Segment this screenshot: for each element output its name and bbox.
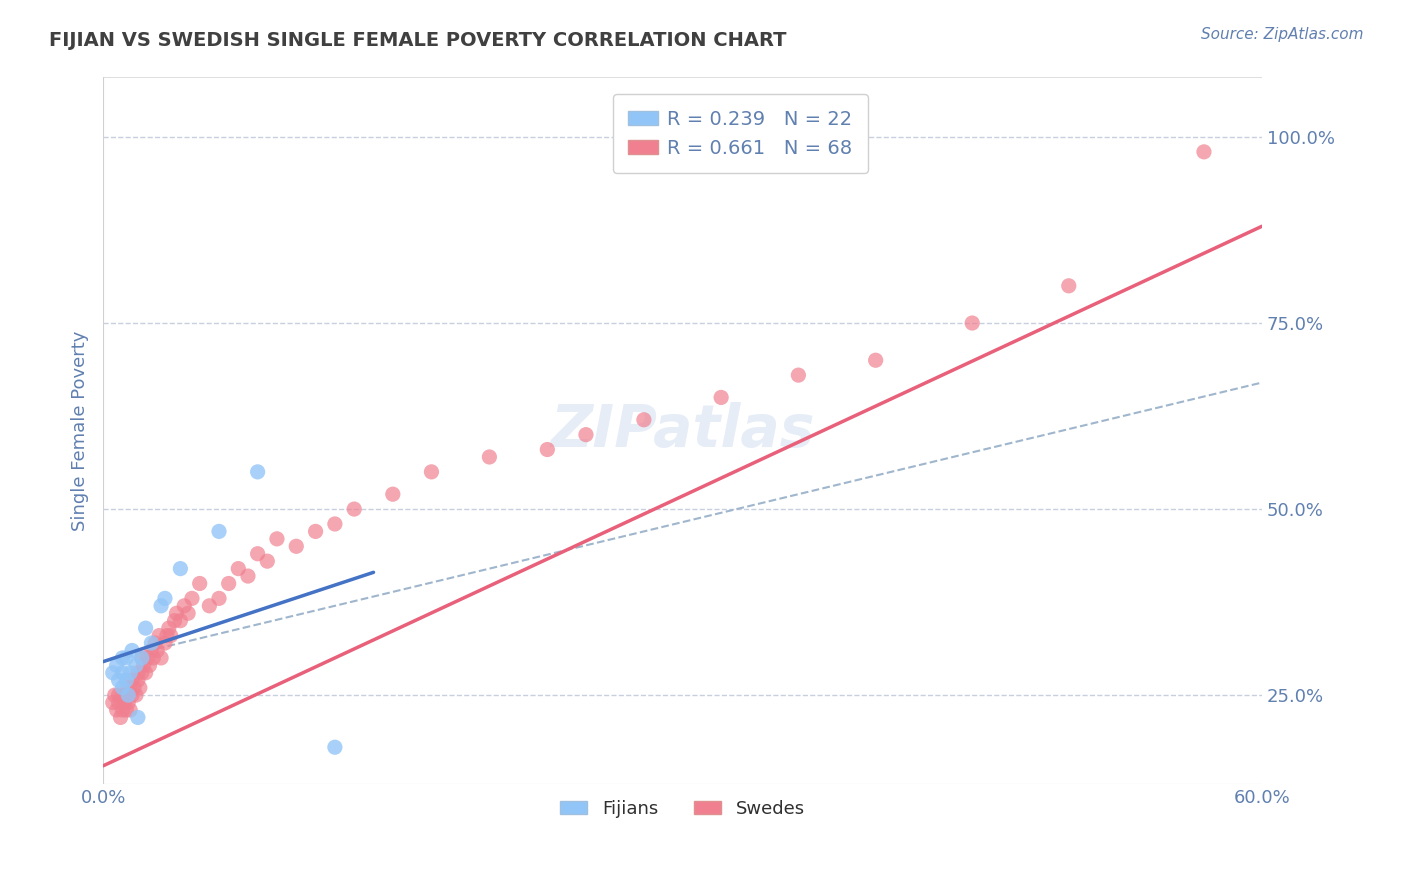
Point bbox=[107, 688, 129, 702]
Point bbox=[150, 651, 173, 665]
Point bbox=[208, 591, 231, 606]
Point bbox=[150, 599, 173, 613]
Point bbox=[153, 591, 176, 606]
Point bbox=[127, 710, 149, 724]
Point bbox=[710, 391, 733, 405]
Point bbox=[153, 636, 176, 650]
Point bbox=[135, 621, 157, 635]
Point bbox=[420, 465, 443, 479]
Point bbox=[246, 547, 269, 561]
Point bbox=[218, 576, 240, 591]
Point bbox=[120, 665, 142, 680]
Point bbox=[107, 673, 129, 688]
Point bbox=[536, 442, 558, 457]
Point bbox=[166, 607, 188, 621]
Point bbox=[125, 658, 148, 673]
Point bbox=[1192, 145, 1215, 159]
Point bbox=[141, 636, 163, 650]
Point bbox=[101, 696, 124, 710]
Point bbox=[148, 629, 170, 643]
Point bbox=[128, 681, 150, 695]
Point bbox=[125, 688, 148, 702]
Point bbox=[633, 413, 655, 427]
Point bbox=[105, 703, 128, 717]
Point bbox=[787, 368, 810, 383]
Point bbox=[163, 614, 186, 628]
Point bbox=[236, 569, 259, 583]
Point bbox=[115, 703, 138, 717]
Point bbox=[188, 576, 211, 591]
Point bbox=[111, 688, 134, 702]
Point bbox=[381, 487, 404, 501]
Point bbox=[865, 353, 887, 368]
Point bbox=[173, 599, 195, 613]
Point bbox=[177, 607, 200, 621]
Point bbox=[304, 524, 326, 539]
Point bbox=[117, 681, 139, 695]
Point bbox=[156, 629, 179, 643]
Point bbox=[575, 427, 598, 442]
Point bbox=[960, 316, 983, 330]
Point bbox=[266, 532, 288, 546]
Point bbox=[111, 681, 134, 695]
Point bbox=[142, 651, 165, 665]
Point bbox=[141, 643, 163, 657]
Legend: Fijians, Swedes: Fijians, Swedes bbox=[553, 792, 813, 825]
Point bbox=[138, 658, 160, 673]
Point bbox=[208, 524, 231, 539]
Point bbox=[181, 591, 204, 606]
Point bbox=[115, 688, 138, 702]
Point bbox=[285, 539, 308, 553]
Point bbox=[111, 665, 134, 680]
Point bbox=[127, 673, 149, 688]
Point bbox=[159, 629, 181, 643]
Point bbox=[136, 651, 159, 665]
Point bbox=[131, 651, 153, 665]
Point bbox=[132, 658, 155, 673]
Point bbox=[127, 665, 149, 680]
Point bbox=[104, 688, 127, 702]
Point bbox=[169, 561, 191, 575]
Point bbox=[143, 636, 166, 650]
Point bbox=[256, 554, 278, 568]
Text: ZIPatlas: ZIPatlas bbox=[550, 402, 814, 459]
Point bbox=[478, 450, 501, 464]
Point bbox=[117, 688, 139, 702]
Point bbox=[107, 696, 129, 710]
Text: FIJIAN VS SWEDISH SINGLE FEMALE POVERTY CORRELATION CHART: FIJIAN VS SWEDISH SINGLE FEMALE POVERTY … bbox=[49, 31, 787, 50]
Point bbox=[131, 651, 153, 665]
Point bbox=[110, 710, 132, 724]
Point bbox=[121, 688, 143, 702]
Point bbox=[246, 465, 269, 479]
Point bbox=[131, 665, 153, 680]
Y-axis label: Single Female Poverty: Single Female Poverty bbox=[72, 331, 89, 531]
Point bbox=[112, 696, 135, 710]
Point bbox=[169, 614, 191, 628]
Point bbox=[121, 673, 143, 688]
Point bbox=[115, 673, 138, 688]
Point bbox=[198, 599, 221, 613]
Point bbox=[343, 502, 366, 516]
Point bbox=[121, 643, 143, 657]
Point bbox=[111, 651, 134, 665]
Point bbox=[117, 696, 139, 710]
Point bbox=[146, 643, 169, 657]
Point bbox=[323, 516, 346, 531]
Point bbox=[157, 621, 180, 635]
Point bbox=[122, 681, 145, 695]
Point bbox=[135, 665, 157, 680]
Point bbox=[115, 651, 138, 665]
Point bbox=[323, 740, 346, 755]
Point bbox=[105, 658, 128, 673]
Point bbox=[111, 703, 134, 717]
Point bbox=[101, 665, 124, 680]
Point bbox=[120, 703, 142, 717]
Text: Source: ZipAtlas.com: Source: ZipAtlas.com bbox=[1201, 27, 1364, 42]
Point bbox=[1057, 278, 1080, 293]
Point bbox=[228, 561, 250, 575]
